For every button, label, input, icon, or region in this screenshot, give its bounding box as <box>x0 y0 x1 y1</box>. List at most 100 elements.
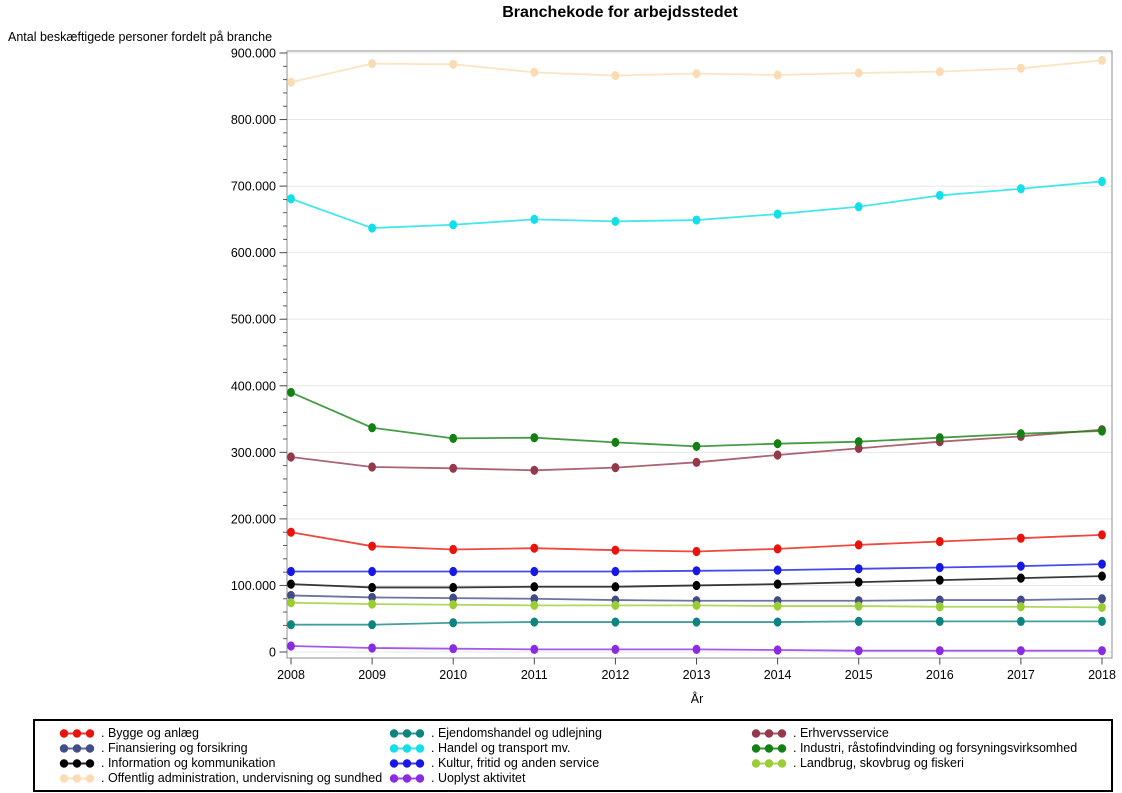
data-point <box>935 602 944 612</box>
x-tick-label: 2015 <box>845 668 873 682</box>
data-point <box>449 59 458 69</box>
data-point <box>854 540 863 550</box>
legend-marker-icon <box>751 744 787 753</box>
y-tick-label: 800.000 <box>231 113 276 127</box>
data-point <box>368 592 376 603</box>
x-axis-title: År <box>690 692 704 706</box>
legend-item: . Handel og transport mv. <box>389 741 751 756</box>
data-point <box>854 601 863 611</box>
data-point <box>854 443 863 453</box>
x-tick-label: 2014 <box>764 668 792 682</box>
y-tick-label: 900.000 <box>231 47 276 61</box>
legend-item: . Erhvervsservice <box>751 726 1111 741</box>
data-point <box>773 601 782 611</box>
series-uoplyst-aktivitet <box>287 641 1106 656</box>
data-point <box>368 541 376 551</box>
data-point <box>611 545 620 555</box>
data-point <box>530 543 539 553</box>
data-point <box>611 566 620 577</box>
y-tick-label: 500.000 <box>231 313 276 327</box>
data-point <box>773 617 782 627</box>
data-point <box>611 216 620 226</box>
data-point <box>1098 602 1106 613</box>
data-point <box>773 565 782 575</box>
data-point <box>935 616 944 626</box>
legend-marker-icon <box>59 744 95 753</box>
data-point <box>368 643 376 653</box>
legend-item: . Ejendomshandel og udlejning <box>389 726 751 741</box>
y-tick-label: 300.000 <box>231 446 276 460</box>
data-point <box>1098 426 1106 436</box>
x-tick-label: 2009 <box>358 668 386 682</box>
legend-item: . Offentlig administration, undervisning… <box>59 771 389 786</box>
series-landbrug-skovbrug-og-fiskeri <box>287 598 1106 613</box>
data-point <box>1098 616 1106 626</box>
data-point <box>1017 184 1025 194</box>
data-point <box>449 593 458 603</box>
data-point <box>611 437 620 447</box>
data-point <box>287 527 295 537</box>
data-point <box>935 67 944 77</box>
x-tick-label: 2016 <box>926 668 954 682</box>
data-point <box>611 617 620 627</box>
series-kultur-fritid-og-anden-service <box>287 559 1106 577</box>
data-point <box>773 544 782 554</box>
x-tick-label: 2011 <box>521 668 548 682</box>
data-point <box>368 599 376 609</box>
data-point <box>773 579 782 589</box>
data-point <box>692 566 701 576</box>
data-point <box>449 644 458 654</box>
data-point <box>368 582 376 593</box>
data-point <box>854 577 863 587</box>
data-point <box>1017 573 1025 583</box>
series-industri-r-stofindvinding-og-forsyningsvirksomhed <box>287 387 1106 451</box>
legend-item: . Finansiering og forsikring <box>59 741 389 756</box>
legend-item: . Information og kommunikation <box>59 756 389 771</box>
legend-marker-icon <box>59 729 95 738</box>
data-point <box>530 433 539 443</box>
data-point <box>287 641 295 651</box>
data-point <box>530 594 539 604</box>
data-point <box>287 598 295 608</box>
data-point <box>1098 646 1106 656</box>
legend-item: . Bygge og anlæg <box>59 726 389 741</box>
data-point <box>854 202 863 212</box>
legend-item-label: . Bygge og anlæg <box>101 726 199 740</box>
series-ejendomshandel-og-udlejning <box>287 616 1106 630</box>
y-tick-label: 0 <box>269 646 276 660</box>
data-point <box>611 600 620 611</box>
data-point <box>287 566 295 577</box>
data-point <box>449 463 458 473</box>
x-tick-label: 2010 <box>439 668 467 682</box>
data-point <box>287 620 295 630</box>
data-point <box>368 423 376 433</box>
data-point <box>287 590 295 601</box>
data-point <box>692 441 701 451</box>
data-point <box>773 450 782 460</box>
legend-marker-icon <box>59 774 95 783</box>
legend-item-label: . Offentlig administration, undervisning… <box>101 771 383 785</box>
data-point <box>530 644 539 654</box>
data-point <box>854 68 863 78</box>
data-point <box>368 566 376 577</box>
data-point <box>530 600 539 611</box>
data-point <box>1017 561 1025 571</box>
x-tick-label: 2017 <box>1007 668 1035 682</box>
data-point <box>854 646 863 656</box>
data-point <box>611 71 620 81</box>
legend-item-label: . Handel og transport mv. <box>431 741 571 755</box>
x-tick-label: 2013 <box>683 668 711 682</box>
data-point <box>287 194 295 204</box>
data-point <box>449 582 458 593</box>
x-tick-label: 2018 <box>1088 668 1116 682</box>
y-tick-label: 100.000 <box>231 579 276 593</box>
y-axis-title: Antal beskæftigede personer fordelt på b… <box>8 30 273 44</box>
data-point <box>449 544 458 555</box>
legend-box: . Bygge og anlæg . Ejendomshandel og udle… <box>33 719 1113 792</box>
data-point <box>935 595 944 605</box>
data-point <box>530 67 539 77</box>
data-point <box>611 463 620 473</box>
legend-item-label: . Uoplyst aktivitet <box>431 771 526 785</box>
data-point <box>287 579 295 589</box>
data-point <box>692 617 701 627</box>
